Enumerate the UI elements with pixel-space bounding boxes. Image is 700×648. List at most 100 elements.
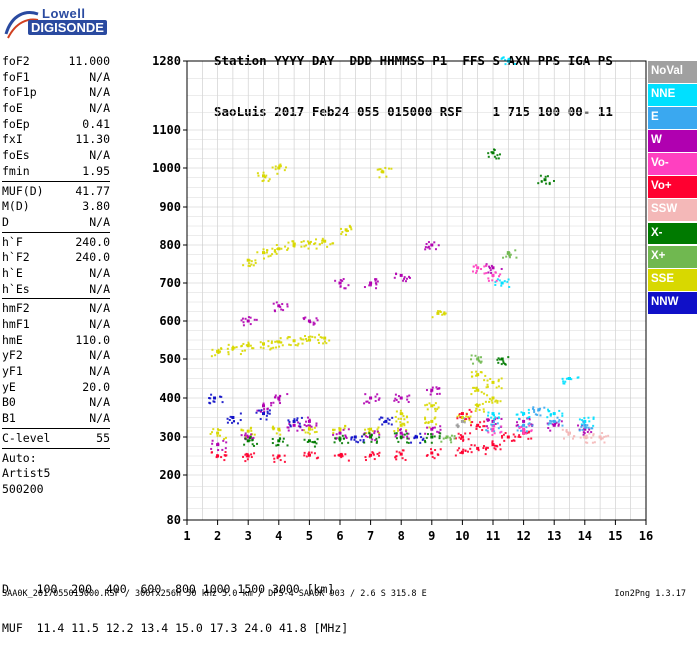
echo-dot	[587, 416, 590, 419]
echo-dot	[212, 428, 215, 431]
echo-dot	[554, 420, 557, 423]
echo-dot	[572, 437, 575, 440]
param-row: h`F2 240.0	[2, 250, 110, 266]
echo-dot	[332, 242, 335, 245]
echo-dot	[505, 255, 508, 258]
echo-dot	[272, 454, 275, 457]
param-row: B0 N/A	[2, 395, 110, 411]
echo-dot	[401, 422, 404, 425]
echo-dot	[502, 360, 505, 363]
echo-dot	[491, 440, 494, 443]
echo-dot	[279, 305, 282, 308]
param-value: N/A	[89, 411, 110, 426]
echo-dot	[437, 310, 440, 313]
echo-dot	[344, 434, 347, 437]
echo-dot	[274, 168, 277, 171]
echo-dot	[377, 454, 380, 457]
echo-dot	[363, 402, 366, 405]
echo-dot	[459, 416, 462, 419]
echo-dot	[335, 433, 338, 436]
echo-dot	[394, 435, 397, 438]
echo-dot	[494, 271, 497, 274]
echo-dot	[270, 401, 273, 404]
echo-dot	[380, 170, 383, 173]
param-name: h`Es	[2, 281, 30, 296]
echo-dot	[591, 441, 594, 444]
echo-dot	[267, 180, 270, 183]
echo-dot	[281, 440, 284, 443]
echo-dot	[427, 241, 430, 244]
echo-dot	[545, 182, 548, 185]
echo-dot	[554, 423, 557, 426]
echo-dot	[397, 401, 400, 404]
echo-dot	[317, 456, 320, 459]
echo-dot	[586, 436, 589, 439]
data-point	[430, 404, 434, 408]
echo-dot	[477, 359, 480, 362]
echo-dot	[475, 386, 478, 389]
echo-dot	[332, 432, 335, 435]
data-point	[292, 419, 296, 423]
param-value: N/A	[89, 101, 110, 116]
y-tick-label: 800	[159, 238, 181, 252]
echo-dot	[450, 441, 453, 444]
echo-dot	[469, 415, 472, 418]
echo-dot	[465, 418, 468, 421]
echo-dot	[592, 417, 595, 420]
echo-dot	[282, 309, 285, 312]
echo-dot	[532, 406, 535, 409]
param-name: h`F	[2, 234, 23, 249]
echo-dot	[500, 387, 503, 390]
echo-dot	[508, 58, 511, 61]
param-name: yF2	[2, 348, 23, 363]
echo-dot	[286, 303, 289, 306]
echo-dot	[492, 420, 495, 423]
echo-dot	[497, 427, 500, 430]
legend-item: E	[648, 107, 697, 130]
data-point	[583, 419, 587, 423]
echo-dot	[243, 443, 246, 446]
divider	[2, 447, 110, 449]
echo-dot	[373, 430, 376, 433]
echo-dot	[406, 398, 409, 401]
echo-dot	[362, 438, 365, 441]
echo-dot	[217, 442, 220, 445]
echo-dot	[504, 432, 507, 435]
echo-dot	[244, 349, 247, 352]
echo-dot	[265, 418, 268, 421]
echo-dot	[309, 335, 312, 338]
echo-dot	[300, 241, 303, 244]
param-name: foF2	[2, 54, 30, 68]
echo-dot	[494, 400, 497, 403]
echo-dot	[485, 263, 488, 266]
echo-dot	[226, 347, 229, 350]
echo-dot	[271, 253, 274, 256]
echo-dot	[490, 428, 493, 431]
echo-dot	[401, 433, 404, 436]
echo-dot	[239, 353, 242, 356]
echo-dot	[308, 451, 311, 454]
echo-dot	[250, 260, 253, 263]
echo-dot	[240, 428, 243, 431]
echo-dot	[309, 424, 312, 427]
echo-dot	[299, 337, 302, 340]
data-point	[491, 443, 495, 447]
echo-dot	[495, 444, 498, 447]
echo-dot	[474, 403, 477, 406]
echo-dot	[518, 427, 521, 430]
echo-dot	[430, 433, 433, 436]
data-point	[460, 450, 464, 454]
data-point	[277, 396, 281, 400]
x-axis-ticks: 1 2 3 4 5 6 7 8 9 10 11 12 13 14 15 16	[183, 520, 653, 543]
echo-dot	[483, 265, 486, 268]
data-point	[323, 239, 327, 243]
echo-dot	[216, 434, 219, 437]
echo-dot	[303, 245, 306, 248]
echo-dot	[423, 439, 426, 442]
echo-dot	[603, 441, 606, 444]
echo-dot	[247, 341, 250, 344]
echo-dot	[365, 435, 368, 438]
echo-dot	[486, 414, 489, 417]
echo-dot	[271, 166, 274, 169]
echo-dot	[441, 313, 444, 316]
